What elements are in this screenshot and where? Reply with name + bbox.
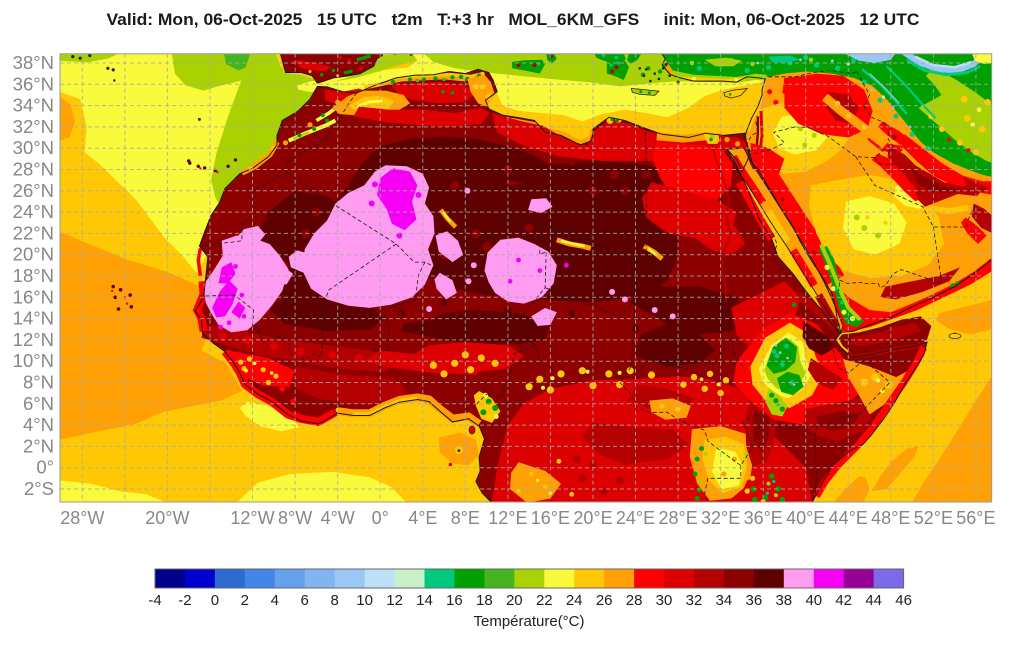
svg-text:26: 26 <box>596 592 613 609</box>
svg-text:16°N: 16°N <box>13 286 54 307</box>
svg-text:40°E: 40°E <box>786 508 825 528</box>
svg-text:12°E: 12°E <box>488 508 527 528</box>
svg-text:20°N: 20°N <box>13 244 54 265</box>
svg-text:6°N: 6°N <box>23 393 54 414</box>
svg-text:32°N: 32°N <box>13 116 54 137</box>
svg-text:2°S: 2°S <box>24 478 54 499</box>
svg-text:30°N: 30°N <box>13 137 54 158</box>
svg-text:38°N: 38°N <box>13 52 54 73</box>
svg-text:32°E: 32°E <box>701 508 740 528</box>
svg-text:26°N: 26°N <box>13 180 54 201</box>
svg-text:22: 22 <box>536 592 553 609</box>
svg-text:28°W: 28°W <box>60 508 104 528</box>
svg-text:Valid: Mon, 06-Oct-2025 15 U: Valid: Mon, 06-Oct-2025 15 UTC t2m T:+3 … <box>107 10 920 29</box>
svg-text:36°E: 36°E <box>744 508 783 528</box>
svg-text:34°N: 34°N <box>13 95 54 116</box>
svg-text:24: 24 <box>566 592 583 609</box>
svg-text:8°E: 8°E <box>451 508 480 528</box>
svg-text:20: 20 <box>506 592 523 609</box>
svg-text:4°N: 4°N <box>23 414 54 435</box>
svg-text:48°E: 48°E <box>871 508 910 528</box>
svg-text:36°N: 36°N <box>13 73 54 94</box>
svg-text:0°: 0° <box>372 508 389 528</box>
svg-text:14°N: 14°N <box>13 308 54 329</box>
svg-text:2°N: 2°N <box>23 435 54 456</box>
svg-text:8: 8 <box>331 592 339 609</box>
svg-text:56°E: 56°E <box>956 508 995 528</box>
svg-text:-2: -2 <box>178 592 191 609</box>
svg-text:8°N: 8°N <box>23 372 54 393</box>
svg-text:36: 36 <box>746 592 763 609</box>
svg-text:6: 6 <box>301 592 309 609</box>
svg-text:28°E: 28°E <box>658 508 697 528</box>
svg-text:4°E: 4°E <box>408 508 437 528</box>
svg-text:14: 14 <box>416 592 433 609</box>
svg-text:22°N: 22°N <box>13 222 54 243</box>
svg-text:28: 28 <box>626 592 643 609</box>
svg-text:42: 42 <box>835 592 852 609</box>
svg-text:16: 16 <box>446 592 463 609</box>
svg-text:16°E: 16°E <box>531 508 570 528</box>
svg-text:28°N: 28°N <box>13 159 54 180</box>
svg-text:0: 0 <box>211 592 219 609</box>
svg-text:20°E: 20°E <box>573 508 612 528</box>
svg-text:20°W: 20°W <box>145 508 189 528</box>
svg-text:32: 32 <box>686 592 703 609</box>
svg-text:34: 34 <box>716 592 733 609</box>
svg-text:24°N: 24°N <box>13 201 54 222</box>
svg-text:Température(°C): Température(°C) <box>473 613 584 630</box>
svg-text:4: 4 <box>271 592 279 609</box>
svg-text:38: 38 <box>775 592 792 609</box>
svg-text:12: 12 <box>386 592 403 609</box>
svg-text:18°N: 18°N <box>13 265 54 286</box>
svg-text:-4: -4 <box>148 592 161 609</box>
svg-text:4°W: 4°W <box>321 508 355 528</box>
svg-text:12°W: 12°W <box>230 508 274 528</box>
svg-text:40: 40 <box>805 592 822 609</box>
svg-text:10°N: 10°N <box>13 350 54 371</box>
svg-text:0°: 0° <box>36 457 54 478</box>
svg-text:44: 44 <box>865 592 882 609</box>
svg-text:12°N: 12°N <box>13 329 54 350</box>
svg-text:8°W: 8°W <box>278 508 312 528</box>
svg-text:24°E: 24°E <box>616 508 655 528</box>
svg-text:10: 10 <box>356 592 373 609</box>
svg-text:44°E: 44°E <box>829 508 868 528</box>
svg-text:2: 2 <box>241 592 249 609</box>
svg-text:52°E: 52°E <box>914 508 953 528</box>
svg-text:30: 30 <box>656 592 673 609</box>
svg-text:46: 46 <box>895 592 912 609</box>
svg-text:18: 18 <box>476 592 493 609</box>
